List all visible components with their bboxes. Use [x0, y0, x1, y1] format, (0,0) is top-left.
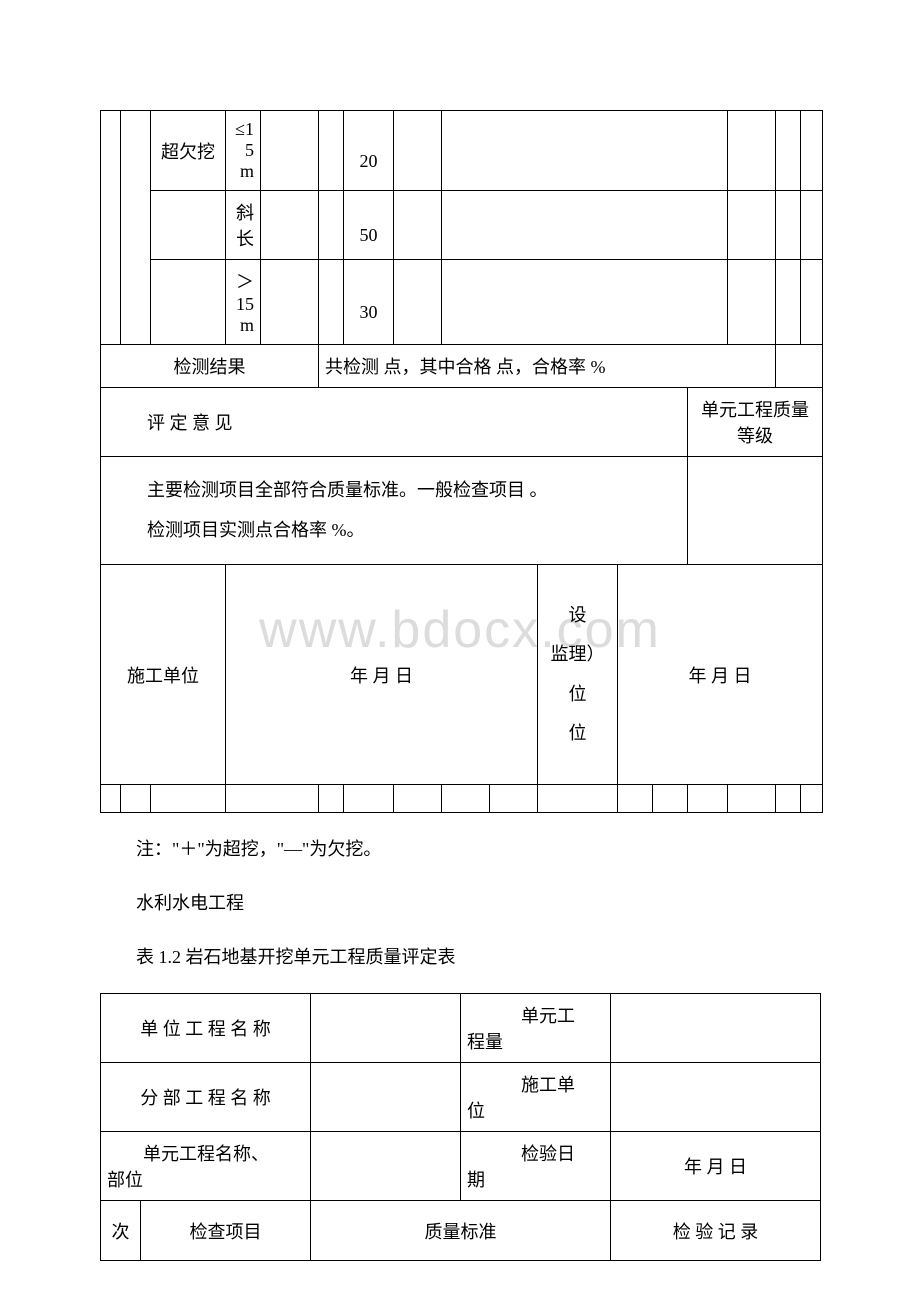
cell	[394, 260, 442, 345]
cell	[394, 111, 442, 191]
cell	[776, 191, 801, 260]
cell	[101, 111, 121, 345]
cell	[728, 191, 776, 260]
cell-label: 单 位 工 程 名 称	[101, 994, 311, 1063]
cell	[801, 260, 823, 345]
text-line: 主要检测项目全部符合质量标准。一般检查项目 。	[111, 471, 677, 511]
cell	[151, 191, 226, 260]
cell	[319, 785, 344, 813]
cell	[101, 785, 121, 813]
table-2: 单 位 工 程 名 称 单元工程量 分 部 工 程 名 称 施工单位 单元工程名…	[100, 993, 821, 1261]
cell	[776, 260, 801, 345]
cell	[261, 191, 319, 260]
cell	[121, 111, 151, 345]
cell	[394, 191, 442, 260]
cell	[801, 785, 823, 813]
cell-text: 主要检测项目全部符合质量标准。一般检查项目 。 检测项目实测点合格率 %。	[101, 457, 688, 565]
cell-label: 单元工程量	[461, 994, 611, 1063]
cell	[226, 785, 319, 813]
note-text: 水利水电工程	[136, 885, 820, 921]
cell	[319, 191, 344, 260]
cell	[319, 111, 344, 191]
page-content: 超欠挖 ≤15m 20 斜长 50 ＞15m 30 检测结果 共检	[100, 110, 820, 1261]
cell	[394, 785, 442, 813]
table-1: 超欠挖 ≤15m 20 斜长 50 ＞15m 30 检测结果 共检	[100, 110, 823, 813]
cell	[688, 785, 728, 813]
cell	[442, 191, 728, 260]
cell	[442, 785, 490, 813]
cell	[688, 457, 823, 565]
cell	[728, 785, 776, 813]
cell	[311, 994, 461, 1063]
table-row: 分 部 工 程 名 称 施工单位	[101, 1063, 821, 1132]
cell-label: 单元工程名称、部位	[101, 1132, 311, 1201]
cell-label: 检验日期	[461, 1132, 611, 1201]
cell: 50	[344, 191, 394, 260]
cell: 20	[344, 111, 394, 191]
cell	[728, 111, 776, 191]
cell	[618, 785, 653, 813]
cell	[311, 1063, 461, 1132]
cell-label: 次	[101, 1201, 141, 1261]
cell: ＞15m	[226, 260, 261, 345]
cell-label: 施工单位	[101, 565, 226, 785]
cell-label: 设 监理）位 位	[538, 565, 618, 785]
text-line: 位	[542, 714, 613, 754]
cell-label: 施工单位	[461, 1063, 611, 1132]
cell-label: 超欠挖	[151, 111, 226, 191]
cell: 斜长	[226, 191, 261, 260]
cell	[442, 111, 728, 191]
text-line: 设	[542, 596, 613, 636]
cell	[776, 785, 801, 813]
cell-label: 检 验 记 录	[611, 1201, 821, 1261]
cell	[653, 785, 688, 813]
cell-label: 评 定 意 见	[101, 388, 688, 457]
text-line: 检测项目实测点合格率 %。	[111, 511, 677, 551]
cell	[728, 260, 776, 345]
cell: 30	[344, 260, 394, 345]
cell: ≤15m	[226, 111, 261, 191]
cell-value: 共检测 点，其中合格 点，合格率 %	[319, 345, 776, 388]
table-row	[101, 785, 823, 813]
text-line: 监理）位	[542, 635, 613, 714]
table-row: 斜长 50	[101, 191, 823, 260]
cell	[344, 785, 394, 813]
table-row: 次 检查项目 质量标准 检 验 记 录	[101, 1201, 821, 1261]
cell	[538, 785, 618, 813]
table-row: 单 位 工 程 名 称 单元工程量	[101, 994, 821, 1063]
cell	[311, 1132, 461, 1201]
cell-label: 质量标准	[311, 1201, 611, 1261]
cell	[611, 1063, 821, 1132]
table-row: ＞15m 30	[101, 260, 823, 345]
cell-value: 年 月 日	[226, 565, 538, 785]
cell-label: 分 部 工 程 名 称	[101, 1063, 311, 1132]
cell	[151, 260, 226, 345]
cell-label: 单元工程质量等级	[688, 388, 823, 457]
cell	[442, 260, 728, 345]
cell	[319, 260, 344, 345]
cell	[776, 345, 823, 388]
table-row: 施工单位 年 月 日 设 监理）位 位 年 月 日	[101, 565, 823, 785]
cell	[801, 191, 823, 260]
cell	[801, 111, 823, 191]
table-row: 评 定 意 见 单元工程质量等级	[101, 388, 823, 457]
note-text: 表 1.2 岩石地基开挖单元工程质量评定表	[136, 939, 820, 975]
table-row: 主要检测项目全部符合质量标准。一般检查项目 。 检测项目实测点合格率 %。	[101, 457, 823, 565]
note-text: 注："＋"为超挖，"—"为欠挖。	[136, 831, 820, 867]
cell	[490, 785, 538, 813]
cell	[261, 260, 319, 345]
cell-value: 年 月 日	[611, 1132, 821, 1201]
table-row: 检测结果 共检测 点，其中合格 点，合格率 %	[101, 345, 823, 388]
cell	[121, 785, 151, 813]
cell-label: 检测结果	[101, 345, 319, 388]
cell-value: 年 月 日	[618, 565, 823, 785]
cell	[611, 994, 821, 1063]
table-row: 超欠挖 ≤15m 20	[101, 111, 823, 191]
cell	[151, 785, 226, 813]
cell	[261, 111, 319, 191]
cell	[776, 111, 801, 191]
table-row: 单元工程名称、部位 检验日期 年 月 日	[101, 1132, 821, 1201]
cell-label: 检查项目	[141, 1201, 311, 1261]
